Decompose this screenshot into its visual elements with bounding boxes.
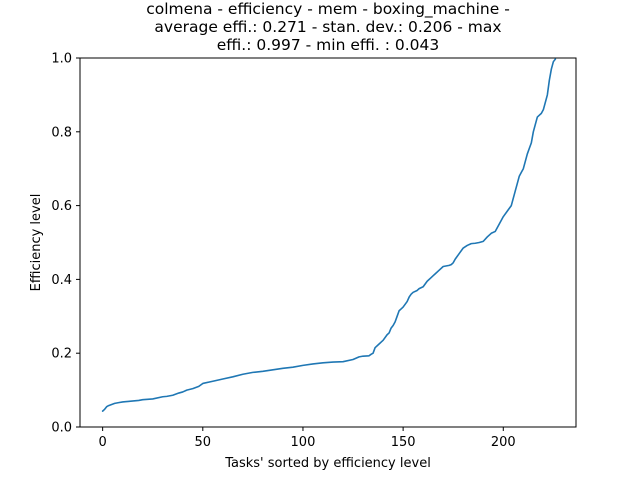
plot-area: 0 50 100 150 200 0.0 0.2 0.4 0.6 0.8 1.0 [51,52,577,450]
y-tick-label: 1.0 [51,52,72,67]
y-tick-label: 0.4 [51,273,72,288]
y-axis-ticks: 0.0 0.2 0.4 0.6 0.8 1.0 [51,52,80,436]
x-tick-label: 50 [195,435,212,450]
x-axis-label: Tasks' sorted by efficiency level [224,456,431,471]
x-tick-label: 100 [291,435,316,450]
chart-title: colmena - efficiency - mem - boxing_mach… [146,0,510,54]
x-tick-label: 200 [491,435,516,450]
x-tick-label: 150 [391,435,416,450]
x-tick-label: 0 [98,435,106,450]
y-tick-label: 0.6 [51,199,72,214]
axes-frame [79,57,577,428]
y-tick-label: 0.8 [51,125,72,140]
efficiency-series-line [101,58,557,412]
x-axis-ticks: 0 50 100 150 200 [98,427,516,450]
title-line-2: average effi.: 0.271 - stan. dev.: 0.206… [154,18,501,36]
y-tick-label: 0.2 [51,347,72,362]
title-line-3: effi.: 0.997 - min effi. : 0.043 [217,36,439,54]
title-line-1: colmena - efficiency - mem - boxing_mach… [146,0,510,19]
y-tick-label: 0.0 [51,421,72,436]
y-axis-label: Efficiency level [29,194,44,292]
